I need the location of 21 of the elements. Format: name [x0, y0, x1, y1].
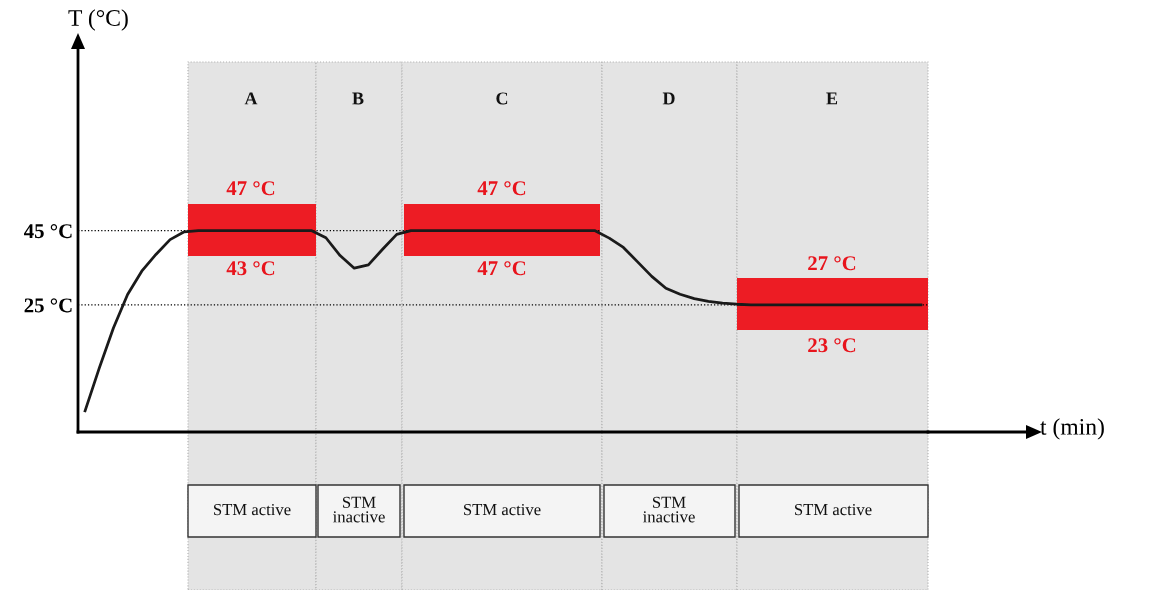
annotation: 43 °C [226, 261, 275, 276]
y-tick-label: 25 °C [24, 298, 72, 313]
y-tick-label: 45 °C [24, 224, 72, 239]
annotation: B [352, 92, 364, 105]
annotation: 47 °C [477, 181, 526, 196]
line-series [83, 229, 923, 413]
text: STM inactive [642, 496, 695, 523]
annotation: 47 °C [226, 181, 275, 196]
annotation: 23 °C [808, 338, 856, 353]
text: STM active [214, 503, 291, 516]
text: STM active [795, 503, 872, 516]
text: STM active [464, 503, 541, 516]
annotation: A [244, 92, 258, 105]
annotation: C [496, 92, 508, 105]
text: STM inactive [332, 496, 385, 523]
annotation: E [826, 92, 838, 105]
x-axis-title: t (min) [1040, 418, 1104, 440]
annotation: 47 °C [477, 261, 526, 276]
annotation: 27 °C [808, 256, 856, 271]
y-axis-title: T (°C) [68, 9, 128, 31]
annotation: D [662, 92, 675, 105]
